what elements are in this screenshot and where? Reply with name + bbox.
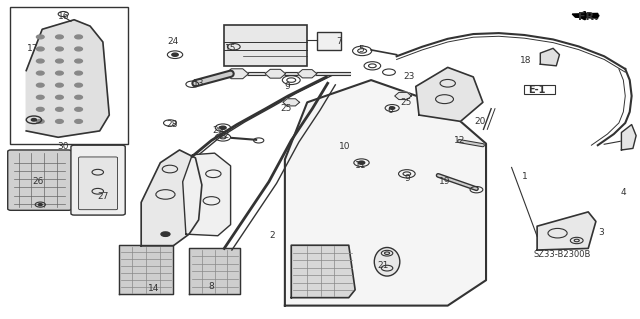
Ellipse shape xyxy=(374,248,400,276)
Text: 26: 26 xyxy=(32,177,44,186)
Bar xyxy=(524,85,555,94)
Polygon shape xyxy=(225,69,248,79)
Text: 22: 22 xyxy=(219,131,230,140)
Polygon shape xyxy=(395,93,412,100)
Polygon shape xyxy=(298,70,317,78)
Text: 25: 25 xyxy=(280,104,292,113)
Text: 24: 24 xyxy=(168,38,179,47)
Circle shape xyxy=(56,108,63,111)
Polygon shape xyxy=(572,13,598,18)
Text: 9: 9 xyxy=(404,174,410,183)
Text: 7: 7 xyxy=(336,38,342,47)
Polygon shape xyxy=(540,48,559,66)
Circle shape xyxy=(220,126,226,129)
Text: 15: 15 xyxy=(225,44,236,53)
Circle shape xyxy=(161,232,170,236)
Circle shape xyxy=(75,71,83,75)
Text: 5: 5 xyxy=(358,45,364,55)
Text: 20: 20 xyxy=(474,117,485,126)
Text: 10: 10 xyxy=(339,142,350,151)
Circle shape xyxy=(358,161,365,164)
Circle shape xyxy=(36,83,44,87)
Circle shape xyxy=(56,59,63,63)
Polygon shape xyxy=(265,69,285,78)
Circle shape xyxy=(56,71,63,75)
Polygon shape xyxy=(291,245,355,298)
Circle shape xyxy=(75,108,83,111)
Text: 19: 19 xyxy=(439,177,451,186)
Text: 18: 18 xyxy=(520,56,531,65)
Circle shape xyxy=(36,120,44,123)
Circle shape xyxy=(56,95,63,99)
Circle shape xyxy=(75,95,83,99)
Polygon shape xyxy=(285,80,486,306)
Polygon shape xyxy=(621,124,636,150)
Circle shape xyxy=(75,47,83,51)
Text: 14: 14 xyxy=(148,284,159,293)
Text: 2: 2 xyxy=(269,231,275,240)
Text: 17: 17 xyxy=(27,44,38,53)
Polygon shape xyxy=(141,150,202,246)
Polygon shape xyxy=(182,153,230,236)
Circle shape xyxy=(38,204,42,205)
Polygon shape xyxy=(537,212,596,250)
Circle shape xyxy=(56,83,63,87)
Circle shape xyxy=(36,95,44,99)
Circle shape xyxy=(56,120,63,123)
Circle shape xyxy=(75,83,83,87)
Text: 30: 30 xyxy=(58,142,69,151)
Circle shape xyxy=(56,47,63,51)
Text: SZ33-B2300B: SZ33-B2300B xyxy=(534,250,591,259)
Text: 16: 16 xyxy=(58,12,69,21)
FancyBboxPatch shape xyxy=(71,145,125,215)
Text: 29: 29 xyxy=(212,126,223,135)
Polygon shape xyxy=(189,249,240,294)
Circle shape xyxy=(75,59,83,63)
Circle shape xyxy=(36,71,44,75)
Bar xyxy=(224,25,307,66)
Text: 11: 11 xyxy=(355,161,367,170)
Text: 9: 9 xyxy=(284,82,290,91)
Bar xyxy=(10,7,129,144)
Text: 4: 4 xyxy=(621,188,626,197)
Text: FR.: FR. xyxy=(578,11,598,22)
Text: 23: 23 xyxy=(404,72,415,81)
Text: 12: 12 xyxy=(454,136,465,145)
Circle shape xyxy=(56,35,63,39)
Text: 25: 25 xyxy=(401,98,412,107)
Circle shape xyxy=(75,35,83,39)
Circle shape xyxy=(36,59,44,63)
Text: 13: 13 xyxy=(193,79,204,88)
Text: 21: 21 xyxy=(377,261,388,271)
Bar xyxy=(317,33,341,50)
Text: 3: 3 xyxy=(598,228,604,237)
Circle shape xyxy=(390,107,395,109)
Polygon shape xyxy=(119,245,173,294)
Text: 6: 6 xyxy=(387,106,393,115)
Circle shape xyxy=(75,120,83,123)
Polygon shape xyxy=(26,20,109,137)
Circle shape xyxy=(36,108,44,111)
Circle shape xyxy=(36,35,44,39)
Text: 28: 28 xyxy=(166,120,177,129)
Circle shape xyxy=(172,53,178,56)
Text: 1: 1 xyxy=(522,173,527,182)
Circle shape xyxy=(36,47,44,51)
Text: 8: 8 xyxy=(209,282,214,291)
FancyBboxPatch shape xyxy=(8,150,72,210)
FancyBboxPatch shape xyxy=(79,157,118,210)
Circle shape xyxy=(31,119,36,121)
Polygon shape xyxy=(283,99,300,106)
Text: 27: 27 xyxy=(97,191,109,201)
Text: E-1: E-1 xyxy=(529,85,546,95)
Polygon shape xyxy=(416,67,483,122)
